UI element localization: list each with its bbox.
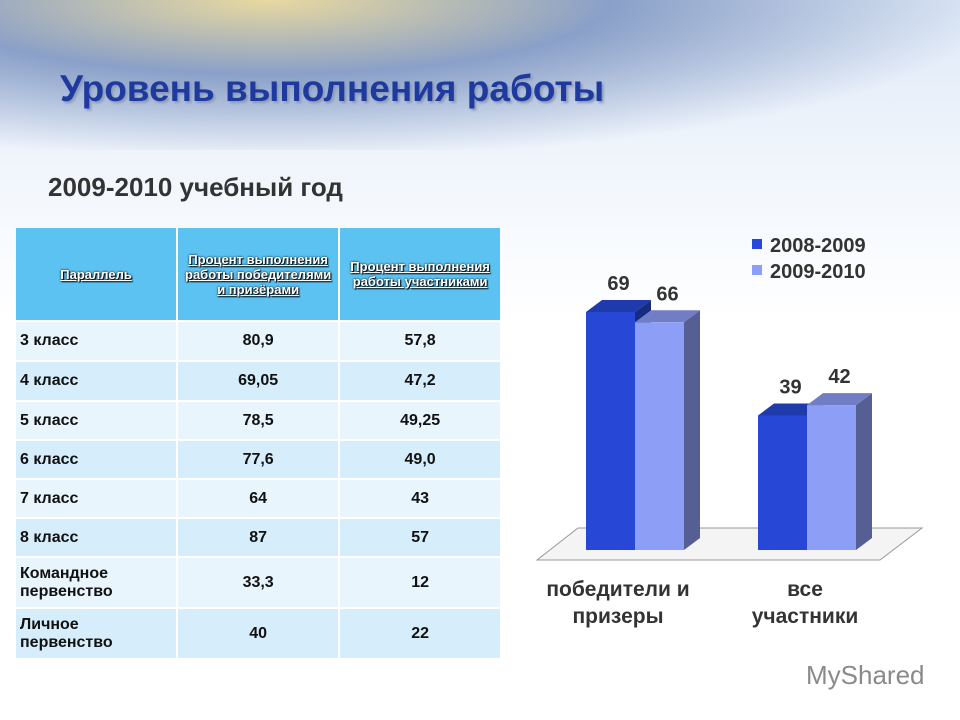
bar-side: [856, 393, 872, 550]
cell: Личное первенство: [16, 608, 179, 660]
cell: 5 класс: [16, 401, 179, 441]
subtitle: 2009-2010 учебный год: [48, 172, 343, 202]
cell: 64: [177, 479, 341, 519]
legend-label: 2008-2009: [770, 235, 866, 257]
cell: Командное первенство: [16, 557, 179, 609]
header-row: Параллель Процент выполнения работы побед…: [16, 228, 502, 322]
bar-top: [758, 403, 823, 416]
row: 5 класс 78,5 49,25: [16, 401, 502, 441]
cell: 49,0: [339, 440, 502, 480]
header-cell: Процент выполнения работы победителями и…: [177, 228, 341, 322]
row: 4 класс 69,05 47,2: [16, 361, 502, 402]
x-tick-label: победители и призеры: [546, 578, 690, 628]
cell: 4 класс: [16, 361, 179, 402]
cell: 69,05: [177, 361, 341, 402]
bar: [635, 322, 684, 550]
bar-side: [684, 310, 700, 550]
row: Командное первенство 33,3 12: [16, 557, 502, 609]
row: Личное первенство 40 22: [16, 608, 502, 660]
x-tick-label: все участники: [751, 578, 859, 628]
cell: 33,3: [177, 557, 341, 609]
bar-top: [586, 299, 651, 312]
cell: 87: [177, 518, 341, 558]
cell: 43: [339, 479, 502, 519]
cell: 12: [339, 557, 502, 609]
cell: 3 класс: [16, 321, 179, 362]
row: 8 класс 87 57: [16, 518, 502, 558]
bar-top: [635, 310, 700, 323]
cell: 6 класс: [16, 440, 179, 480]
row: 3 класс 80,9 57,8: [16, 321, 502, 362]
legend-label: 2009-2010: [770, 261, 866, 283]
cell: 80,9: [177, 321, 341, 362]
cell: 40: [177, 608, 341, 660]
row: 6 класс 77,6 49,0: [16, 440, 502, 480]
bar: [758, 415, 807, 550]
cell: 49,25: [339, 401, 502, 441]
value-label: 42: [828, 366, 850, 388]
value-label: 39: [779, 376, 801, 398]
header-image: [0, 0, 960, 150]
cell: 22: [339, 608, 502, 660]
cell: 77,6: [177, 440, 341, 480]
cell: 7 класс: [16, 479, 179, 519]
bar: [807, 405, 856, 550]
value-label: 66: [656, 283, 678, 305]
legend-swatch: [752, 239, 762, 249]
bar: [586, 311, 635, 550]
header-cell: Процент выполнения работы участниками: [339, 228, 502, 322]
row: 7 класс 64 43: [16, 479, 502, 519]
cell: 78,5: [177, 401, 341, 441]
cell: 57,8: [339, 321, 502, 362]
header-cell: Параллель: [16, 228, 179, 322]
cell: 57: [339, 518, 502, 558]
legend-swatch: [752, 265, 762, 275]
cell: 47,2: [339, 361, 502, 402]
value-label: 69: [607, 273, 629, 295]
cell: 8 класс: [16, 518, 179, 558]
table: Параллель Процент выполнения работы побед…: [16, 228, 502, 660]
title: Уровень выполнения работы: [60, 68, 605, 109]
watermark: MyShared: [806, 660, 925, 690]
bar-top: [807, 393, 872, 406]
